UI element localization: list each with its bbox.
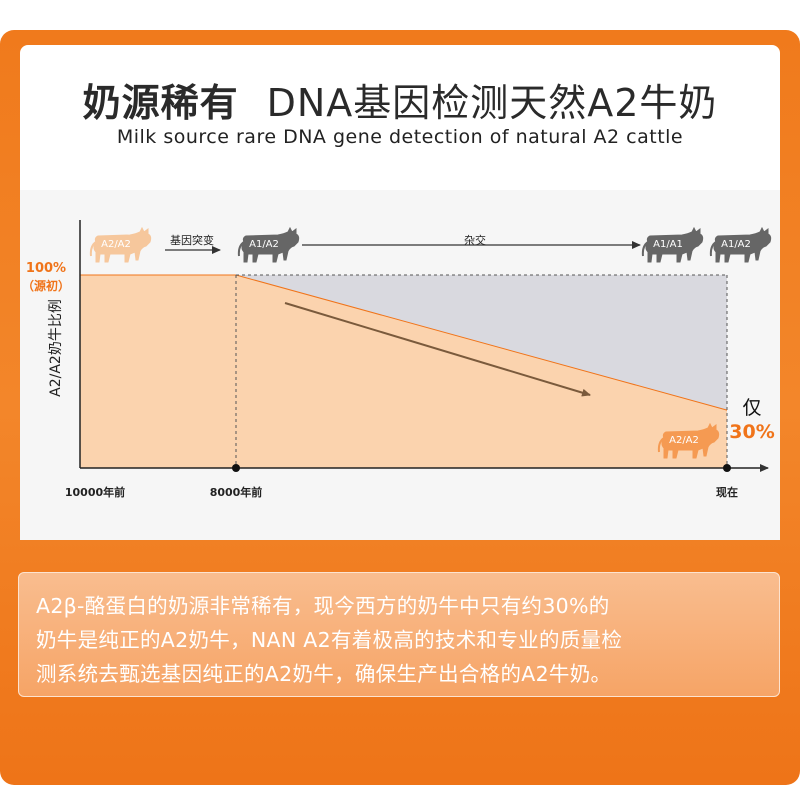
cow-label: A2/A2 bbox=[101, 239, 131, 250]
title-main: 奶源稀有 bbox=[82, 81, 239, 125]
description-line: 测系统去甄选基因纯正的A2奶牛，确保生产出合格的A2牛奶。 bbox=[36, 662, 612, 686]
y-axis-label: A2/A2奶牛比例 bbox=[48, 299, 64, 397]
cow-a2-origin-icon: A2/A2 bbox=[89, 227, 152, 263]
start-percent-label: 100% bbox=[26, 261, 66, 276]
start-origin-label: （源初） bbox=[22, 278, 70, 293]
description-text: A2β-酪蛋白的奶源非常稀有，现今西方的奶牛中只有约30%的 奶牛是纯正的A2奶… bbox=[36, 589, 766, 691]
chart-area: A2/A2奶牛比例 100% （源初） 10000年前 8000年前 现在 仅 … bbox=[20, 190, 780, 540]
cow-label: A2/A2 bbox=[669, 435, 699, 446]
mutation-label: 基因突变 bbox=[170, 233, 214, 247]
cow-label: A1/A1 bbox=[653, 239, 683, 250]
cow-label: A1/A2 bbox=[721, 239, 751, 250]
x-tick-label: 10000年前 bbox=[65, 485, 125, 499]
x-tick-label: 现在 bbox=[716, 485, 738, 499]
description-line: 奶牛是纯正的A2奶牛，NAN A2有着极高的技术和专业的质量检 bbox=[36, 628, 623, 652]
marker-now bbox=[723, 464, 731, 472]
cow-a1a2-icon: A1/A2 bbox=[237, 227, 300, 263]
crossbreed-label: 杂交 bbox=[464, 233, 486, 247]
end-prefix-label: 仅 bbox=[742, 397, 761, 419]
x-tick-label: 8000年前 bbox=[210, 485, 263, 499]
page-title: 奶源稀有 DNA基因检测天然A2牛奶 bbox=[0, 72, 800, 127]
title-rest: DNA基因检测天然A2牛奶 bbox=[266, 81, 718, 125]
page-subtitle: Milk source rare DNA gene detection of n… bbox=[116, 126, 684, 148]
header-area bbox=[20, 45, 780, 190]
a2-ratio-chart: A2/A2奶牛比例 100% （源初） 10000年前 8000年前 现在 仅 … bbox=[22, 220, 775, 499]
cow-a2-now-icon: A2/A2 bbox=[657, 423, 720, 459]
a2-area bbox=[80, 275, 727, 468]
description-box bbox=[18, 572, 780, 697]
cow-label: A1/A2 bbox=[249, 239, 279, 250]
description-line: A2β-酪蛋白的奶源非常稀有，现今西方的奶牛中只有约30%的 bbox=[36, 594, 610, 618]
cow-a1a1-icon: A1/A1 bbox=[641, 227, 704, 263]
marker-8000 bbox=[232, 464, 240, 472]
cow-a1a2-end-icon: A1/A2 bbox=[709, 227, 772, 263]
trend-arrow bbox=[284, 302, 591, 397]
end-value-label: 30% bbox=[729, 421, 774, 443]
